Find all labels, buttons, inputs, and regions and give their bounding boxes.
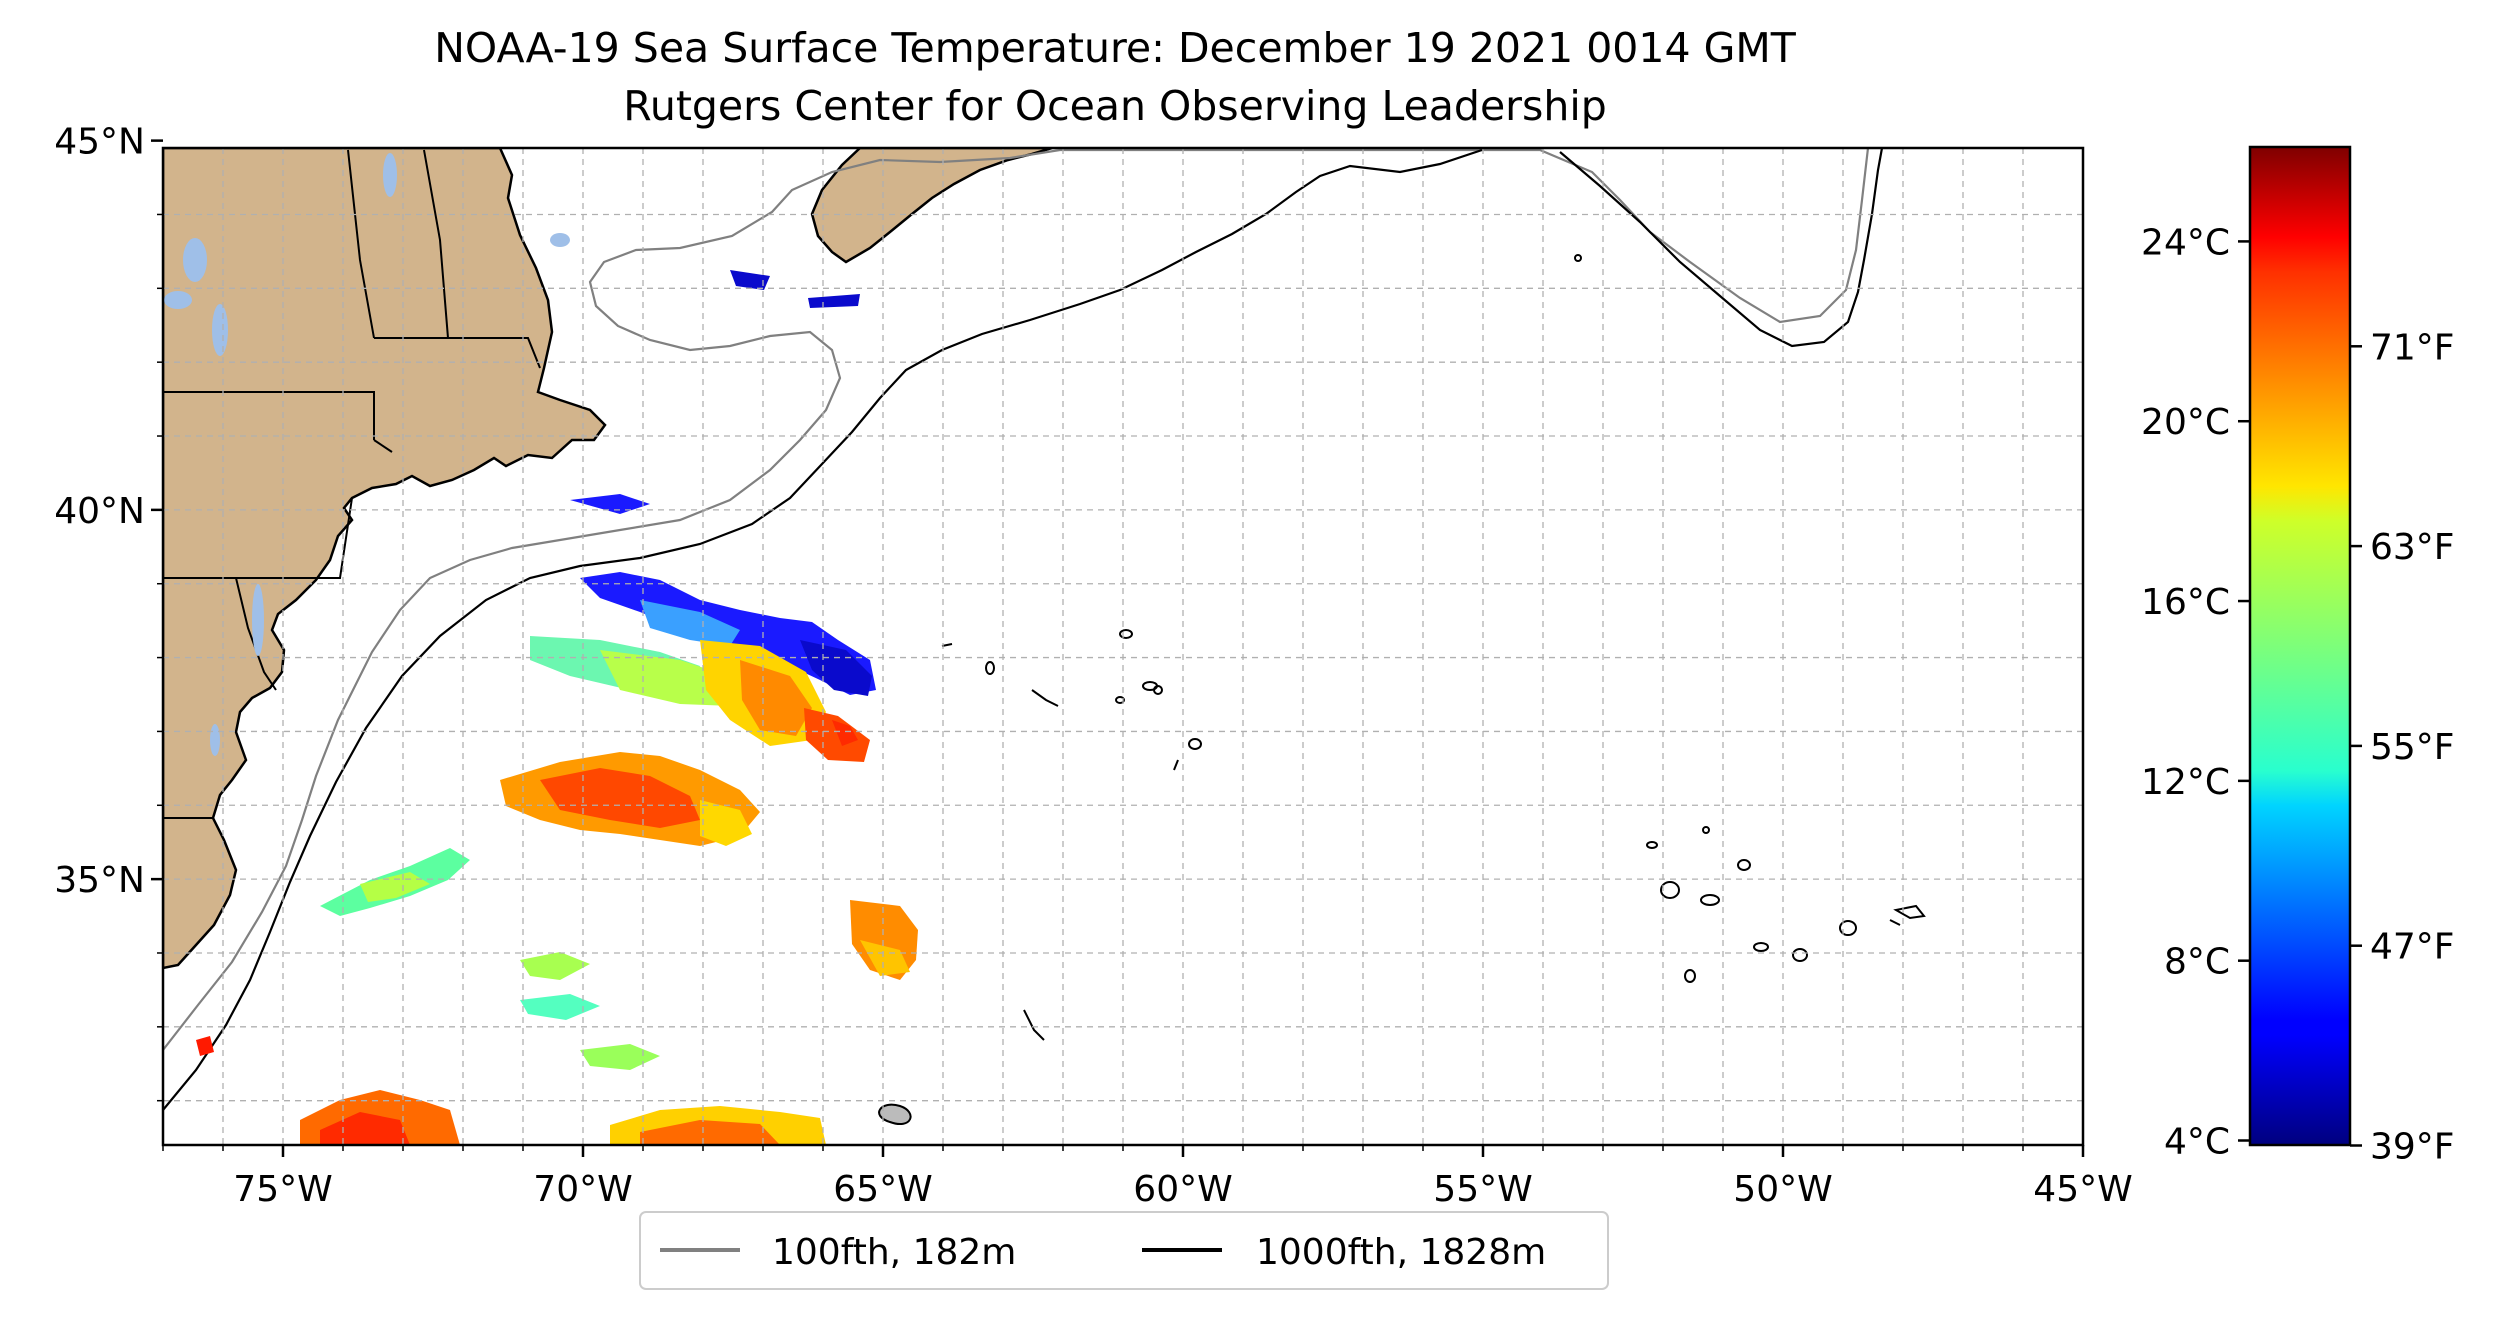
x-tick-label: 50°W [1733,1169,1832,1210]
legend-label-100fth: 100fth, 182m [772,1232,1016,1273]
colorbar-c-label: 12°C [2141,762,2230,803]
map-panel: 75°W 70°W 65°W 60°W 55°W 50°W 45°W 45°N 40°N 35°… [54,122,2132,1210]
grid-minor [163,148,2083,1145]
seamount-contours [878,254,1926,1125]
legend-label-1000fth: 1000fth, 1828m [1256,1232,1546,1273]
legend-box [639,1211,1609,1290]
colorbar-c-label: 16°C [2141,582,2230,623]
colorbar-f-label: 63°F [2370,527,2455,568]
land-nova-scotia [810,148,1053,264]
y-tick-label: 45°N [54,122,145,163]
y-tick-label: 40°N [54,491,145,532]
chart-subtitle: Rutgers Center for Ocean Observing Leade… [623,82,1607,130]
chart-title: NOAA-19 Sea Surface Temperature: Decembe… [434,24,1796,72]
isobath-100fth [163,148,1870,1051]
colorbar-c-label: 4°C [2164,1122,2230,1163]
x-tick-label: 70°W [533,1169,632,1210]
colorbar-c-label: 24°C [2141,222,2230,263]
y-tick-label: 35°N [54,860,145,901]
x-tick-label: 65°W [833,1169,932,1210]
colorbar-gradient [2248,145,2352,1147]
x-tick-label: 45°W [2033,1169,2132,1210]
x-tick-label: 75°W [233,1169,332,1210]
x-axis-ticks: 75°W 70°W 65°W 60°W 55°W 50°W 45°W [162,1145,2133,1210]
legend: 100fth, 182m 1000fth, 1828m [639,1211,1609,1290]
state-borders [163,149,541,819]
colorbar-c-label: 8°C [2164,942,2230,983]
colorbar-f-label: 47°F [2370,927,2455,968]
y-axis-ticks: 45°N 40°N 35°N [54,122,163,1102]
colorbar-c-label: 20°C [2141,402,2230,443]
x-tick-label: 60°W [1133,1169,1232,1210]
x-tick-label: 55°W [1433,1169,1532,1210]
colorbar-fahrenheit-ticks: 39°F 47°F 55°F 63°F 71°F [2350,327,2455,1167]
land-north-america [163,148,607,970]
colorbar-f-label: 71°F [2370,327,2455,368]
colorbar-celsius-ticks: 4°C 8°C 12°C 16°C 20°C 24°C [2141,222,2250,1163]
isobath-1000fth-ne [1559,148,1884,348]
colorbar-f-label: 55°F [2370,727,2455,768]
colorbar-f-label: 39°F [2370,1126,2455,1167]
lakes [164,153,570,756]
sst-patches [196,270,918,1145]
colorbar: 4°C 8°C 12°C 16°C 20°C 24°C 39°F 47°F 55°F 63°F 7… [2141,145,2455,1167]
